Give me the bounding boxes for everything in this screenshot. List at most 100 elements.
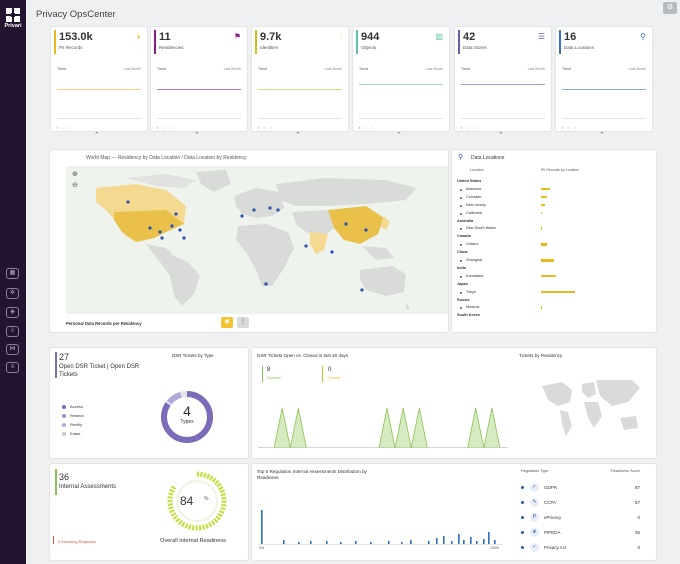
distribution-bar: [476, 541, 478, 544]
kpi-card[interactable]: 153.0k PII Records ◖ Trend Last Month ▪ …: [51, 27, 147, 131]
distribution-bar: [261, 510, 263, 544]
country-name: India: [457, 265, 466, 270]
location-city-row[interactable]: Shanghai: [456, 257, 646, 265]
privari-logo-icon[interactable]: [4, 6, 22, 24]
tickets-area: [258, 407, 508, 448]
location-city-row[interactable]: New South Wales: [456, 225, 646, 233]
dsr-donut-label: Types: [180, 419, 194, 425]
regulation-card: [252, 464, 656, 560]
city-name: New Jersey: [466, 202, 486, 207]
location-country-row[interactable]: India: [456, 265, 646, 273]
city-name: Karnataka: [466, 273, 484, 278]
country-name: China: [457, 250, 468, 255]
location-city-row[interactable]: New Jersey: [456, 202, 646, 210]
location-city-row[interactable]: Colorado: [456, 194, 646, 202]
location-city-row[interactable]: Ontario: [456, 241, 646, 249]
kpi-last-month-label: Last Month: [123, 67, 141, 71]
location-country-row[interactable]: Australia: [456, 218, 646, 226]
kpi-card[interactable]: 16 Data Locations ⚲ Trend Last Month ▪ ▫…: [556, 27, 652, 131]
chevron-up-icon[interactable]: ⌃: [194, 132, 200, 139]
records-bar: [541, 227, 542, 230]
kpi-accent-bar: [458, 30, 460, 54]
map-toggle-button[interactable]: ◉: [221, 317, 233, 328]
kpi-card[interactable]: 9.7k Identities ⫶ Trend Last Month ▪ ▫ ▫: [252, 27, 348, 131]
location-country-row[interactable]: China: [456, 249, 646, 257]
kpi-controls[interactable]: ▪ ▫ ▫: [157, 126, 173, 130]
country-name: Japan: [457, 281, 468, 286]
shield-icon[interactable]: ◈: [6, 307, 19, 318]
location-city-row[interactable]: California: [456, 210, 646, 218]
zoom-in-icon[interactable]: ⊕: [72, 171, 78, 178]
kpi-card[interactable]: 11 Residencies ⚑ Trend Last Month ▪ ▫ ▫: [151, 27, 247, 131]
kpi-card[interactable]: 42 Data Stores ☰ Trend Last Month ▪ ▫ ▫: [455, 27, 551, 131]
bullet-icon: [521, 516, 524, 519]
regulation-row[interactable]: ❦ PIPEDA 35: [518, 527, 646, 539]
regulation-type-header: Regulation Type: [521, 469, 549, 473]
gear-icon[interactable]: ✲: [6, 288, 19, 299]
legend-dot-icon: [62, 404, 66, 409]
chevron-up-icon[interactable]: ⌃: [295, 132, 301, 139]
opened-count: 8: [267, 367, 271, 373]
assessments-accent: [55, 469, 57, 495]
tickets-area-chart[interactable]: [258, 400, 508, 448]
regulation-distribution-chart[interactable]: [258, 500, 503, 545]
dsr-donut-chart[interactable]: [158, 388, 216, 446]
kpi-controls[interactable]: ▪ ▫ ▫: [258, 126, 274, 130]
world-map[interactable]: [66, 166, 448, 314]
kpi-value: 9.7k: [260, 31, 282, 43]
bullet-icon: [521, 546, 524, 549]
regulation-row[interactable]: ✎ CCPA 87: [518, 497, 646, 509]
location-country-row[interactable]: South Korea: [456, 312, 646, 320]
residency-mini-map[interactable]: [532, 372, 648, 442]
legend-dot-icon: [62, 413, 66, 418]
kpi-trend-label: Trend: [359, 67, 369, 71]
chevron-up-icon[interactable]: ⌃: [94, 132, 100, 139]
location-city-row[interactable]: Alabama: [456, 186, 646, 194]
dsr-legend-item[interactable]: Access: [62, 404, 83, 409]
grid-icon[interactable]: ▦: [6, 268, 19, 279]
dsr-legend-item[interactable]: Restrict: [62, 413, 84, 418]
kpi-controls[interactable]: ▪ ▫ ▫: [57, 126, 73, 130]
kpi-card[interactable]: 944 Objects ▥ Trend Last Month ▪ ▫ ▫: [353, 27, 449, 131]
kpi-controls[interactable]: ▪ ▫ ▫: [562, 126, 578, 130]
chevron-up-icon[interactable]: ⌃: [396, 132, 402, 139]
share-icon[interactable]: ⋈: [6, 344, 19, 355]
location-country-row[interactable]: United States: [456, 178, 646, 186]
dsr-type-label: Rectify: [70, 422, 83, 427]
location-country-row[interactable]: Japan: [456, 281, 646, 289]
dsr-legend-item[interactable]: Rectify: [62, 422, 82, 427]
x-axis-end: 100%: [490, 546, 499, 550]
kpi-value: 42: [463, 31, 476, 43]
chevron-up-icon[interactable]: ⌃: [599, 132, 605, 139]
dsr-legend-item[interactable]: Erase: [62, 431, 80, 436]
location-city-row[interactable]: Karnataka: [456, 273, 646, 281]
location-country-row[interactable]: Russia: [456, 297, 646, 305]
regulation-name: Privacy Act: [544, 545, 567, 550]
bullet-icon: [460, 244, 462, 247]
settings-button[interactable]: ⚙: [663, 2, 677, 14]
location-city-row[interactable]: Moskva: [456, 304, 646, 312]
chevron-up-icon[interactable]: ⌃: [498, 132, 504, 139]
kpi-accent-bar: [255, 30, 257, 54]
distribution-bar: [326, 541, 328, 544]
map-menu-button[interactable]: ⋮: [237, 317, 249, 328]
dsr-tickets-card: [50, 348, 248, 458]
kpi-baseline: [359, 118, 443, 119]
bullet-icon: [521, 531, 524, 534]
regulation-score: 35: [634, 530, 640, 535]
readiness-gauge[interactable]: [166, 470, 228, 532]
kpi-controls[interactable]: ▪ ▫ ▫: [359, 126, 375, 130]
regulation-row[interactable]: ✓ GDPR 87: [518, 482, 646, 494]
regulation-row[interactable]: ✓ Privacy Act 0: [518, 542, 646, 554]
location-city-row[interactable]: Tokyo: [456, 289, 646, 297]
kpi-label: Objects: [361, 45, 377, 50]
records-bar: [541, 187, 550, 191]
location-country-row[interactable]: Canada: [456, 233, 646, 241]
kpi-controls[interactable]: ▪ ▫ ▫: [461, 126, 477, 130]
zoom-out-icon[interactable]: ⊖: [72, 182, 78, 189]
distribution-bar: [428, 541, 430, 544]
layers-icon[interactable]: ≡: [6, 362, 19, 373]
download-icon[interactable]: ⇩: [6, 326, 19, 337]
regulation-score: 87: [634, 500, 640, 505]
